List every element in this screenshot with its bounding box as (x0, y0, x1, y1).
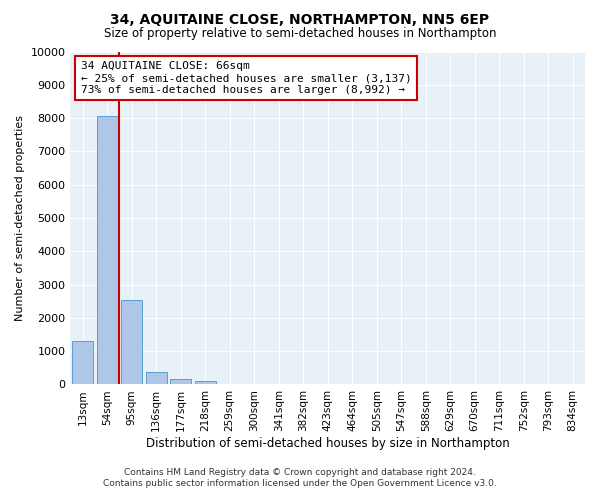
Bar (170, 380, 191, 384)
Bar (97, 116, 118, 384)
Bar (121, 300, 142, 384)
Text: 34, AQUITAINE CLOSE, NORTHAMPTON, NN5 6EP: 34, AQUITAINE CLOSE, NORTHAMPTON, NN5 6E… (110, 12, 490, 26)
Bar (146, 372, 167, 384)
Y-axis label: Number of semi-detached properties: Number of semi-detached properties (15, 115, 25, 321)
Bar (195, 381, 215, 384)
X-axis label: Distribution of semi-detached houses by size in Northampton: Distribution of semi-detached houses by … (146, 437, 509, 450)
Text: Size of property relative to semi-detached houses in Northampton: Size of property relative to semi-detach… (104, 28, 496, 40)
Text: Contains HM Land Registry data © Crown copyright and database right 2024.
Contai: Contains HM Land Registry data © Crown c… (103, 468, 497, 487)
Bar (72, 340, 93, 384)
Text: 34 AQUITAINE CLOSE: 66sqm
← 25% of semi-detached houses are smaller (3,137)
73% : 34 AQUITAINE CLOSE: 66sqm ← 25% of semi-… (81, 62, 412, 94)
